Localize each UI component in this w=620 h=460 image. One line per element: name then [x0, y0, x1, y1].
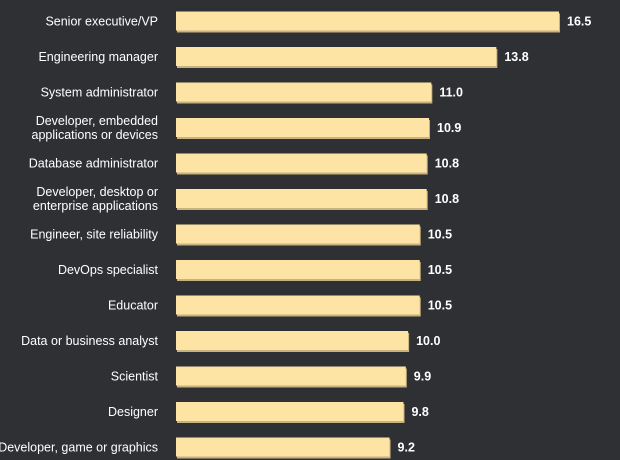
- value-labels: 16.5 13.8 11.0 10.9 10.8 10.8 10.5 10.5 10.5 10.0…: [398, 15, 592, 455]
- bar: [176, 224, 420, 244]
- value-label: 10.8: [435, 192, 459, 206]
- category-label: Developer, desktop or enterprise applicat…: [33, 185, 158, 213]
- category-label: DevOps specialist: [58, 263, 159, 277]
- value-label: 10.0: [416, 334, 440, 348]
- bar: [176, 366, 406, 386]
- value-label: 10.8: [435, 157, 459, 171]
- category-label: Data or business analyst: [21, 334, 158, 348]
- value-label: 16.5: [567, 15, 591, 29]
- bar: [176, 402, 404, 421]
- bar: [176, 11, 559, 31]
- value-label: 10.5: [428, 263, 452, 277]
- bar: [176, 82, 432, 102]
- category-label: System administrator: [41, 86, 158, 100]
- bar: [176, 260, 420, 279]
- category-label: Developer, game or graphics: [0, 441, 158, 455]
- category-label: Engineer, site reliability: [30, 228, 159, 242]
- category-label: Scientist: [111, 370, 159, 384]
- value-label: 10.5: [428, 228, 452, 242]
- value-label: 11.0: [439, 86, 463, 100]
- value-label: 13.8: [504, 50, 528, 64]
- bar: [176, 153, 427, 173]
- category-label: Developer, embedded applications or devic…: [32, 114, 159, 142]
- bars: [176, 11, 560, 459]
- category-label: Educator: [108, 299, 158, 313]
- category-label: Designer: [108, 405, 158, 419]
- value-label: 9.2: [398, 441, 415, 455]
- category-label: Engineering manager: [38, 50, 158, 64]
- bar: [176, 47, 497, 66]
- value-label: 9.9: [414, 370, 431, 384]
- bar: [176, 437, 390, 457]
- value-label: 9.8: [411, 405, 428, 419]
- value-label: 10.9: [437, 121, 461, 135]
- value-label: 10.5: [428, 299, 452, 313]
- category-label: Senior executive/VP: [45, 15, 158, 29]
- bar: [176, 295, 420, 315]
- category-label: Database administrator: [29, 157, 158, 171]
- bar: [176, 118, 430, 137]
- bar: [176, 331, 409, 350]
- bar: [176, 189, 427, 208]
- category-labels: Senior executive/VP Engineering manager Sy…: [0, 15, 159, 455]
